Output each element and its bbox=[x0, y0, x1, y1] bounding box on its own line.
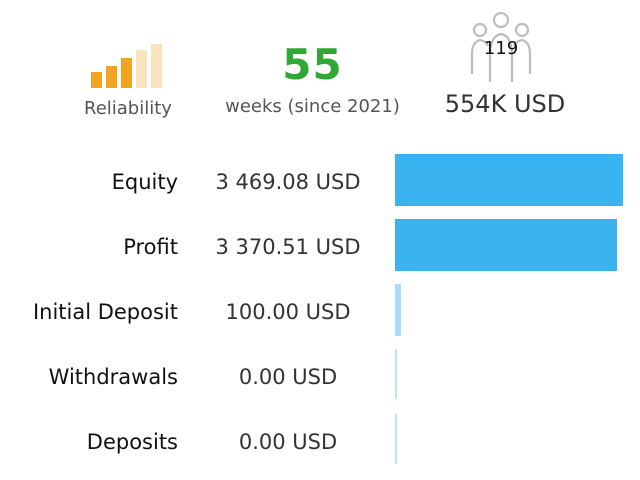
stat-bar bbox=[395, 284, 401, 336]
weeks-label: weeks (since 2021) bbox=[225, 96, 400, 117]
stat-label: Equity bbox=[111, 170, 178, 194]
reliability-bar bbox=[91, 72, 102, 88]
stat-bar bbox=[395, 219, 617, 271]
stat-row-equity: Equity 3 469.08 USD bbox=[0, 152, 640, 216]
stat-value: 3 370.51 USD bbox=[215, 235, 361, 259]
stat-row-withdrawals: Withdrawals 0.00 USD bbox=[0, 347, 640, 411]
stat-value: 0.00 USD bbox=[238, 430, 338, 454]
stat-bar bbox=[395, 349, 397, 399]
reliability-bar bbox=[106, 66, 117, 88]
subscribers-widget: 119 554K USD bbox=[430, 12, 580, 132]
stat-label: Profit bbox=[123, 235, 178, 259]
reliability-bars-icon bbox=[91, 44, 171, 88]
stat-bar bbox=[395, 154, 623, 206]
people-group-icon bbox=[470, 12, 532, 82]
stat-row-profit: Profit 3 370.51 USD bbox=[0, 217, 640, 281]
weeks-widget: 55 weeks (since 2021) bbox=[220, 42, 405, 132]
reliability-bar bbox=[121, 58, 132, 88]
stat-row-initial-deposit: Initial Deposit 100.00 USD bbox=[0, 282, 640, 346]
stat-bar bbox=[395, 414, 397, 464]
reliability-bar bbox=[151, 44, 162, 88]
stat-value: 3 469.08 USD bbox=[215, 170, 361, 194]
stat-label: Initial Deposit bbox=[32, 300, 178, 324]
reliability-widget: Reliability bbox=[84, 44, 184, 124]
stat-row-deposits: Deposits 0.00 USD bbox=[0, 412, 640, 476]
stat-value: 100.00 USD bbox=[225, 300, 351, 324]
summary-header: Reliability 55 weeks (since 2021) 119 55… bbox=[0, 0, 640, 150]
stat-value: 0.00 USD bbox=[238, 365, 338, 389]
stat-label: Withdrawals bbox=[48, 365, 178, 389]
reliability-bar bbox=[136, 50, 147, 88]
weeks-count: 55 bbox=[282, 40, 343, 89]
reliability-label: Reliability bbox=[84, 98, 172, 119]
subscribers-amount: 554K USD bbox=[444, 90, 566, 118]
stat-label: Deposits bbox=[86, 430, 178, 454]
subscribers-count: 119 bbox=[483, 38, 519, 59]
